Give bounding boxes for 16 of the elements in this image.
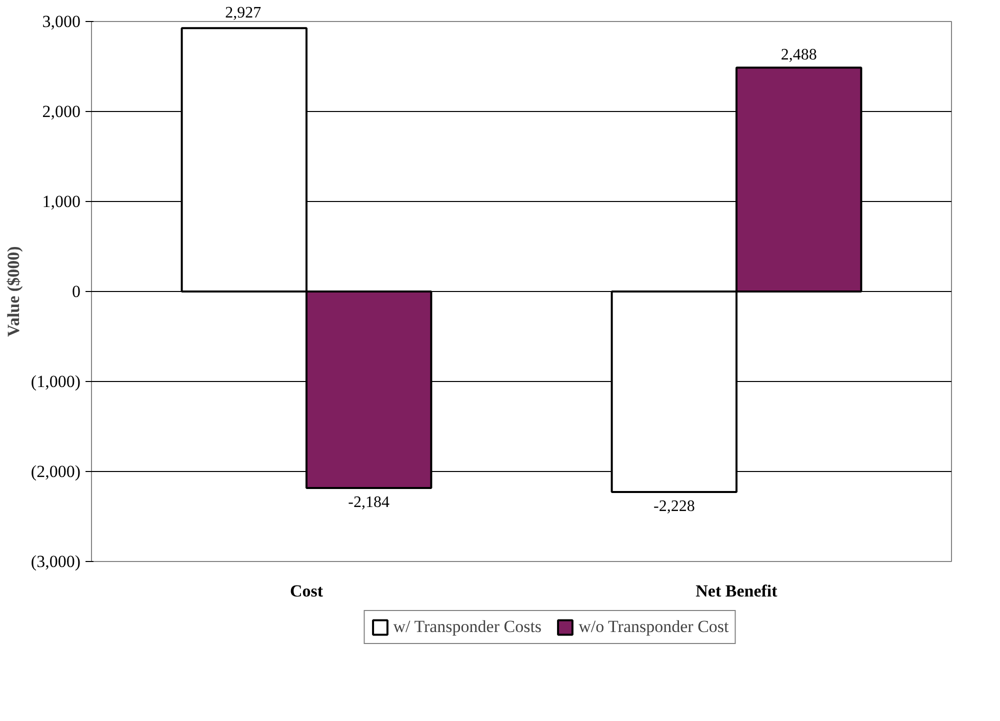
- data-label: 2,927: [225, 4, 262, 22]
- y-tick-label: (3,000): [30, 552, 81, 571]
- y-tick-label: (1,000): [30, 372, 81, 391]
- y-tick-label: 3,000: [42, 12, 80, 31]
- y-tick-label: 1,000: [42, 192, 80, 211]
- legend-label: w/ Transponder Costs: [393, 617, 542, 637]
- x-tick-label: Cost: [290, 582, 324, 600]
- y-tick-label: 2,000: [42, 102, 80, 121]
- y-tick-label: (2,000): [30, 462, 81, 481]
- y-axis-title: Value ($000): [4, 246, 23, 337]
- legend-label: w/o Transponder Cost: [578, 617, 729, 637]
- data-label: -2,184: [348, 494, 390, 512]
- x-tick-label: Net Benefit: [696, 582, 778, 600]
- data-label: 2,488: [780, 46, 817, 64]
- y-tick-label: 0: [72, 282, 80, 301]
- data-label: -2,228: [653, 498, 695, 516]
